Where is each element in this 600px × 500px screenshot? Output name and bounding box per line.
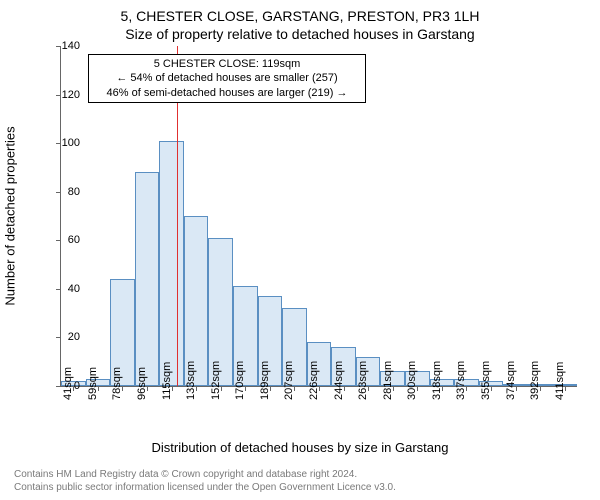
annotation-line2: ← 54% of detached houses are smaller (25… [95, 71, 359, 85]
y-axis-label: Number of detached properties [3, 126, 18, 305]
y-tick-label: 60 [48, 234, 80, 246]
y-tick-label: 20 [48, 331, 80, 343]
copyright-line2: Contains public sector information licen… [14, 481, 396, 494]
histogram-bar [135, 172, 160, 386]
x-axis-label: Distribution of detached houses by size … [0, 440, 600, 455]
annotation-box: 5 CHESTER CLOSE: 119sqm← 54% of detached… [88, 54, 366, 103]
chart-title: 5, CHESTER CLOSE, GARSTANG, PRESTON, PR3… [0, 8, 600, 24]
y-tick-label: 40 [48, 283, 80, 295]
annotation-line3: 46% of semi-detached houses are larger (… [95, 86, 359, 100]
copyright-line1: Contains HM Land Registry data © Crown c… [14, 468, 396, 481]
y-tick-label: 140 [48, 40, 80, 52]
chart-subtitle: Size of property relative to detached ho… [0, 26, 600, 42]
y-tick-label: 100 [48, 137, 80, 149]
annotation-line1: 5 CHESTER CLOSE: 119sqm [95, 57, 359, 71]
histogram-bar [159, 141, 184, 386]
copyright-notice: Contains HM Land Registry data © Crown c… [14, 468, 396, 494]
y-tick-label: 120 [48, 89, 80, 101]
y-tick-label: 80 [48, 186, 80, 198]
